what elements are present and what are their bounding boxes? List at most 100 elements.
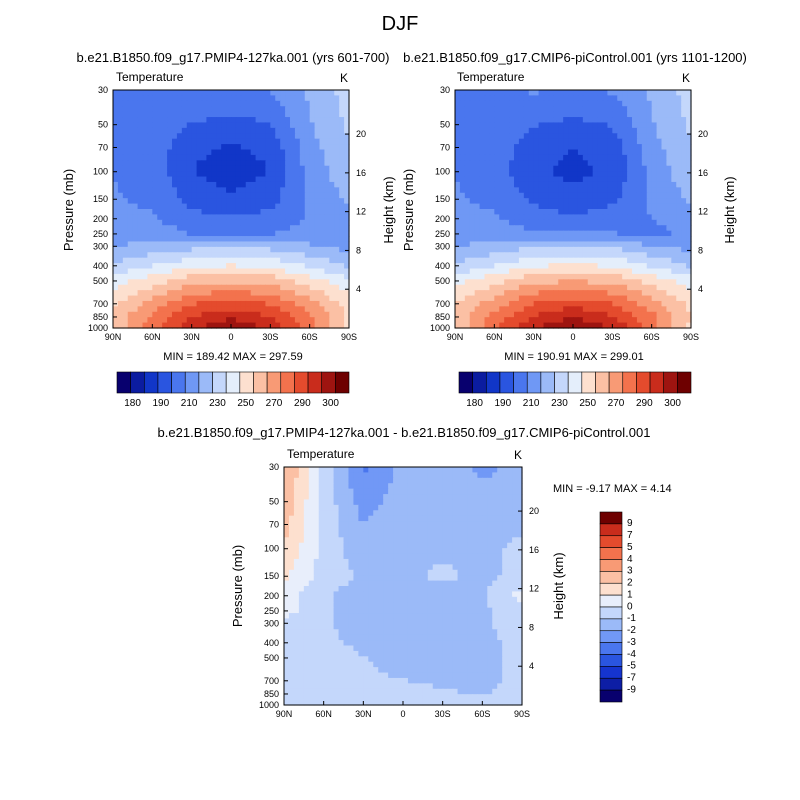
- plot2-cell: [622, 127, 628, 134]
- plot3-cell: [417, 526, 424, 533]
- plot1-cell: [172, 214, 178, 221]
- plot1-cell: [294, 311, 301, 318]
- panel-pmip4-ylabel-right: Height (km): [381, 176, 396, 243]
- plot1-cell: [201, 181, 208, 188]
- colorbar1-swatch: [212, 371, 227, 394]
- plot1-cell: [275, 122, 281, 129]
- plot2-cell: [641, 284, 648, 291]
- plot2-cell: [656, 198, 663, 205]
- plot2-cell: [479, 171, 486, 178]
- plot3-cell: [517, 483, 523, 490]
- plot1-cell: [206, 138, 212, 145]
- plot1-cell: [132, 160, 139, 167]
- plot1-cell: [181, 160, 188, 167]
- plot2-cell: [617, 311, 623, 318]
- plot2-ytick-label: 200: [435, 214, 450, 224]
- plot2-cell: [484, 203, 491, 210]
- plot2-cell: [597, 311, 604, 318]
- plot3-cell: [427, 504, 434, 511]
- plot1-cell: [122, 279, 129, 286]
- plot2-cell: [479, 95, 486, 102]
- plot2-cell: [563, 133, 569, 140]
- colorbar2-label: 210: [523, 398, 540, 409]
- plot2-cell: [646, 133, 653, 140]
- plot1-cell: [152, 311, 158, 318]
- plot1-cell: [240, 252, 247, 259]
- plot1-cell: [117, 263, 124, 270]
- plot2-cell: [612, 236, 618, 243]
- plot1-cell: [191, 181, 198, 188]
- plot1-cell: [231, 111, 237, 118]
- plot1-cell: [191, 263, 198, 270]
- plot3-cell: [472, 515, 478, 522]
- plot1-cell: [176, 219, 183, 226]
- plot2-cell: [543, 268, 550, 275]
- plot2-cell: [523, 203, 530, 210]
- plot1-cell: [275, 236, 281, 243]
- plot2-cell: [671, 300, 677, 307]
- plot2-cell: [671, 246, 677, 253]
- plot2-cell: [538, 171, 545, 178]
- plot1-cell: [137, 133, 144, 140]
- plot3-cell: [343, 499, 350, 506]
- plot2-cell: [533, 133, 540, 140]
- plot3-cell: [333, 515, 340, 522]
- plot1-cell: [201, 122, 208, 129]
- plot2-cell: [656, 311, 663, 318]
- plot1-cell: [285, 111, 291, 118]
- plot1-cell: [172, 268, 178, 275]
- plot1-cell: [191, 100, 198, 107]
- plot1-cell: [176, 90, 183, 97]
- plot2-cell: [651, 149, 658, 156]
- plot2-cell: [627, 300, 633, 307]
- plot3-cell: [477, 467, 483, 474]
- plot2-cell: [543, 246, 550, 253]
- plot1-cell: [280, 198, 286, 205]
- plot3-cell: [517, 504, 523, 511]
- plot2-cell: [607, 273, 613, 280]
- plot1-cell: [157, 214, 163, 221]
- plot1-cell: [294, 133, 301, 140]
- plot1-cell: [181, 176, 188, 183]
- plot1-cell: [162, 100, 168, 107]
- plot2-cell: [459, 100, 466, 107]
- plot2-cell: [632, 154, 638, 161]
- plot1-cell: [250, 154, 257, 161]
- plot1-cell: [137, 230, 144, 237]
- plot2-cell: [597, 268, 604, 275]
- plot2-cell: [563, 290, 569, 297]
- plot1-cell: [152, 106, 158, 113]
- plot2-cell: [543, 90, 550, 97]
- plot1-cell: [265, 311, 271, 318]
- plot2-cell: [518, 317, 525, 324]
- plot2-cell: [509, 300, 515, 307]
- plot1-cell: [176, 214, 183, 221]
- plot2-cell: [568, 149, 574, 156]
- plot1-cell: [157, 176, 163, 183]
- plot3-cell: [393, 531, 399, 538]
- plot2-cell: [632, 198, 638, 205]
- plot1-cell: [294, 273, 301, 280]
- plot2-cell: [671, 241, 677, 248]
- plot1-cell: [226, 214, 232, 221]
- plot1-cell: [216, 209, 222, 216]
- plot1-cell: [270, 133, 276, 140]
- plot1-cell: [334, 322, 340, 329]
- plot1-cell: [319, 149, 326, 156]
- plot2-cell: [518, 236, 525, 243]
- plot2-cell: [459, 252, 466, 259]
- panel-picontrol-ylabel-right: Height (km): [722, 176, 737, 243]
- plot2-cell: [577, 209, 584, 216]
- plot2-cell: [671, 236, 677, 243]
- plot2-cell: [528, 171, 535, 178]
- plot3-cell: [393, 488, 399, 495]
- plot2-cell: [514, 106, 520, 113]
- plot2-cell: [602, 154, 609, 161]
- plot2-cell: [543, 149, 550, 156]
- plot2-cell: [592, 306, 599, 313]
- plot2-cell: [543, 306, 550, 313]
- plot2-cell: [666, 117, 672, 124]
- plot2-cell: [587, 117, 594, 124]
- plot2-cell: [573, 290, 579, 297]
- plot2-cell: [597, 127, 604, 134]
